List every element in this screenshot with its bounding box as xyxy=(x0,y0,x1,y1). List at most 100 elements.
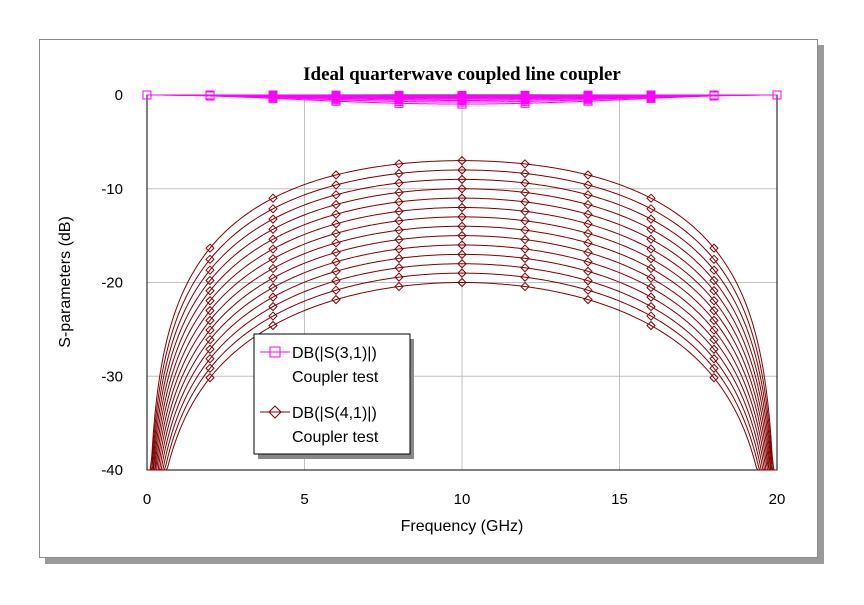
s41-marker xyxy=(709,275,719,286)
s41-marker xyxy=(520,159,530,169)
s41-marker xyxy=(457,240,467,250)
s41-marker xyxy=(394,216,404,226)
s41-line xyxy=(147,216,777,471)
s41-marker xyxy=(709,363,719,373)
x-tick-label: 0 xyxy=(143,491,151,508)
s41-marker xyxy=(205,334,215,345)
s41-marker xyxy=(520,206,530,217)
x-axis-label: Frequency (GHz) xyxy=(401,518,524,535)
s41-marker xyxy=(331,209,341,219)
s41-marker xyxy=(205,344,215,354)
s41-line xyxy=(147,272,777,471)
s31-marker xyxy=(520,90,530,100)
s41-marker xyxy=(646,214,656,224)
s41-marker xyxy=(331,276,341,286)
s31-marker xyxy=(394,90,404,100)
y-tick-label: -40 xyxy=(101,462,123,479)
s31-marker xyxy=(331,90,341,100)
y-axis-label: S-parameters (dB) xyxy=(57,216,74,348)
s41-marker xyxy=(646,193,656,203)
s41-marker xyxy=(709,305,719,316)
s41-marker xyxy=(457,268,467,278)
s41-marker xyxy=(268,320,278,331)
x-tick-label: 10 xyxy=(454,491,471,508)
s41-marker xyxy=(205,265,215,275)
s41-marker xyxy=(457,212,467,222)
s41-marker xyxy=(520,263,530,273)
chart-frame xyxy=(39,39,818,558)
x-tick-label: 15 xyxy=(611,491,628,508)
s41-marker xyxy=(331,266,341,277)
s41-marker xyxy=(646,254,656,264)
s41-marker xyxy=(646,244,656,254)
s41-marker xyxy=(331,180,341,190)
s41-marker xyxy=(709,315,719,326)
s41-marker xyxy=(331,238,341,248)
s41-curves xyxy=(147,160,777,471)
s41-line xyxy=(147,188,777,471)
tick-labels: 0 5 10 15 20 0 -10 -20 -30 -40 xyxy=(101,87,785,508)
s41-marker xyxy=(268,193,278,203)
s41-marker xyxy=(583,247,593,258)
s41-marker xyxy=(646,204,656,214)
s41-marker xyxy=(394,263,404,273)
s41-marker xyxy=(709,254,719,265)
legend-label-s41: DB(|S(4,1)|) xyxy=(292,405,377,422)
s41-marker xyxy=(394,168,404,179)
s41-marker xyxy=(709,286,719,296)
s41-marker xyxy=(583,257,593,267)
s41-marker xyxy=(268,301,278,312)
s41-line xyxy=(147,282,777,471)
s41-marker xyxy=(583,219,593,229)
s41-marker xyxy=(457,193,467,203)
s41-marker xyxy=(331,285,341,295)
s41-line xyxy=(147,263,777,471)
s41-marker xyxy=(583,170,593,180)
s41-marker xyxy=(268,234,278,244)
s41-marker xyxy=(457,184,467,194)
s41-marker xyxy=(331,257,341,267)
s41-marker xyxy=(268,311,278,321)
s41-marker xyxy=(709,373,719,383)
s41-marker xyxy=(709,243,719,253)
s41-marker xyxy=(268,263,278,274)
s41-marker xyxy=(583,180,593,190)
s41-line xyxy=(147,207,777,471)
s41-marker xyxy=(205,315,215,326)
s41-marker xyxy=(709,265,719,275)
s31-marker xyxy=(709,90,719,100)
s41-line xyxy=(147,178,777,471)
s41-marker xyxy=(709,354,719,364)
s41-marker xyxy=(520,225,530,235)
s41-marker xyxy=(205,296,215,306)
s41-marker xyxy=(205,325,215,335)
s41-line xyxy=(147,244,777,471)
s41-marker xyxy=(709,344,719,354)
s41-marker xyxy=(457,174,467,185)
s41-marker xyxy=(520,234,530,245)
chart-title: Ideal quarterwave coupled line coupler xyxy=(303,64,621,85)
s41-marker xyxy=(394,206,404,217)
legend-label-s31: DB(|S(3,1)|) xyxy=(292,345,377,362)
markers xyxy=(142,90,782,383)
s31-marker xyxy=(646,90,656,100)
s41-marker xyxy=(205,354,215,364)
s41-marker xyxy=(394,234,404,245)
s41-marker xyxy=(646,311,656,321)
s41-line xyxy=(147,253,777,471)
s41-marker xyxy=(520,272,530,282)
s41-marker xyxy=(205,243,215,253)
s41-marker xyxy=(709,334,719,345)
s41-marker xyxy=(268,273,278,283)
y-tick-label: 0 xyxy=(115,87,123,104)
s41-marker xyxy=(394,244,404,254)
s41-marker xyxy=(457,165,467,175)
s31-marker xyxy=(268,90,278,100)
s41-marker xyxy=(583,228,593,239)
s41-marker xyxy=(520,168,530,179)
legend-marker-s41 xyxy=(268,405,282,419)
s41-marker xyxy=(205,373,215,383)
s41-marker xyxy=(646,273,656,283)
s41-marker xyxy=(583,209,593,219)
s41-marker xyxy=(394,197,404,207)
